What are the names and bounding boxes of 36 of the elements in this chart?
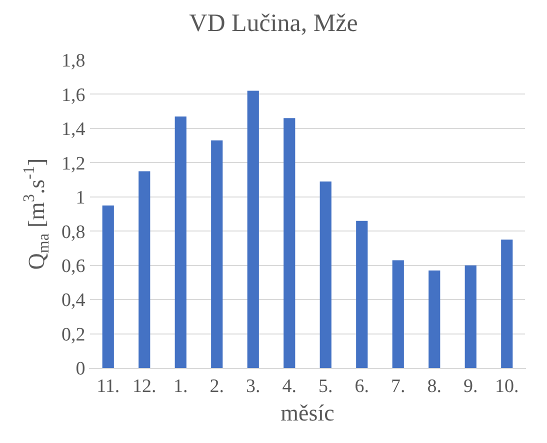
y-tick-label: 1	[76, 188, 86, 209]
bar	[392, 260, 404, 368]
x-tick-label: 4.	[282, 376, 297, 397]
y-tick-label: 0,8	[61, 222, 86, 243]
x-axis-title: měsíc	[280, 400, 334, 426]
bar	[464, 265, 476, 368]
x-tick-label: 8.	[427, 376, 442, 397]
y-tick-label: 1,4	[61, 119, 86, 140]
y-tick-label: 1,6	[61, 84, 86, 106]
y-tick-label: 0	[76, 358, 86, 380]
bar	[247, 90, 259, 368]
bar	[174, 116, 186, 368]
bar	[428, 270, 440, 368]
y-tick-label: 0,6	[61, 256, 86, 277]
bar	[102, 205, 114, 368]
x-tick-label: 12.	[132, 376, 156, 397]
y-tick-label: 0,4	[61, 290, 86, 312]
bar	[501, 240, 513, 368]
x-tick-label: 2.	[210, 376, 224, 397]
x-tick-label: 7.	[391, 376, 406, 397]
bar	[211, 140, 223, 368]
bar	[284, 118, 296, 368]
x-tick-label: 9.	[464, 376, 478, 397]
x-tick-label: 3.	[246, 376, 260, 397]
bar	[320, 181, 332, 368]
bar	[138, 171, 150, 368]
x-tick-label: 5.	[318, 376, 333, 397]
x-tick-label: 6.	[354, 376, 370, 397]
bar	[356, 220, 368, 368]
x-tick-label: 11.	[96, 376, 120, 397]
y-tick-label: 1,8	[61, 50, 86, 72]
x-tick-label: 1.	[174, 376, 188, 397]
x-tick-label: 10.	[495, 376, 519, 397]
y-tick-label: 1,2	[61, 153, 86, 174]
chart-title: VD Lučina, Mže	[189, 10, 358, 37]
y-tick-label: 0,2	[61, 324, 86, 346]
